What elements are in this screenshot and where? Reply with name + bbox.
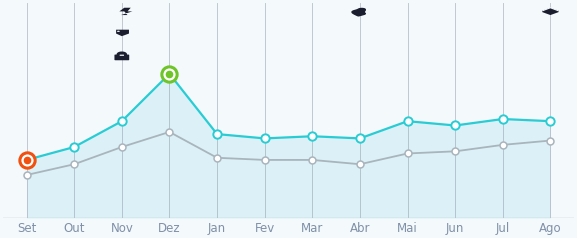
Polygon shape — [116, 30, 129, 36]
Polygon shape — [119, 8, 132, 15]
FancyBboxPatch shape — [119, 55, 124, 56]
Polygon shape — [542, 8, 559, 15]
FancyBboxPatch shape — [114, 55, 129, 60]
Circle shape — [117, 31, 120, 32]
Polygon shape — [352, 9, 365, 16]
